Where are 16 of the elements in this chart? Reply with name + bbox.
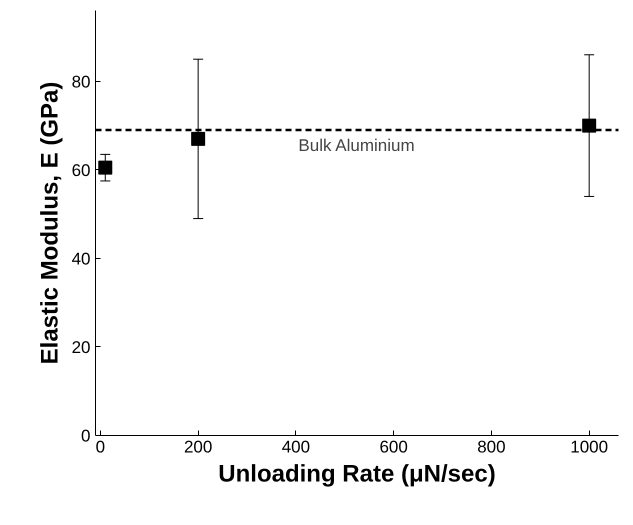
x-tick-label: 0 [96, 438, 106, 456]
point [98, 160, 112, 175]
y-tick-label: 80 [72, 72, 91, 92]
y-tick-label: 60 [72, 160, 91, 180]
y-tick-label: 40 [72, 249, 91, 268]
x-tick-label: 800 [477, 438, 506, 456]
x-axis-title: Unloading Rate (μN/sec) [218, 460, 496, 488]
point [191, 132, 206, 146]
y-tick-label: 20 [72, 338, 91, 357]
x-tick-label: 1000 [570, 438, 608, 456]
x-tick-label: 200 [184, 438, 212, 456]
point [582, 118, 596, 133]
y-axis-title: Elastic Modulus, E (GPa) [36, 82, 64, 364]
ref-line-label: Bulk Aluminium [298, 136, 415, 156]
x-tick-label: 400 [282, 438, 310, 456]
x-tick-label: 600 [379, 438, 408, 456]
